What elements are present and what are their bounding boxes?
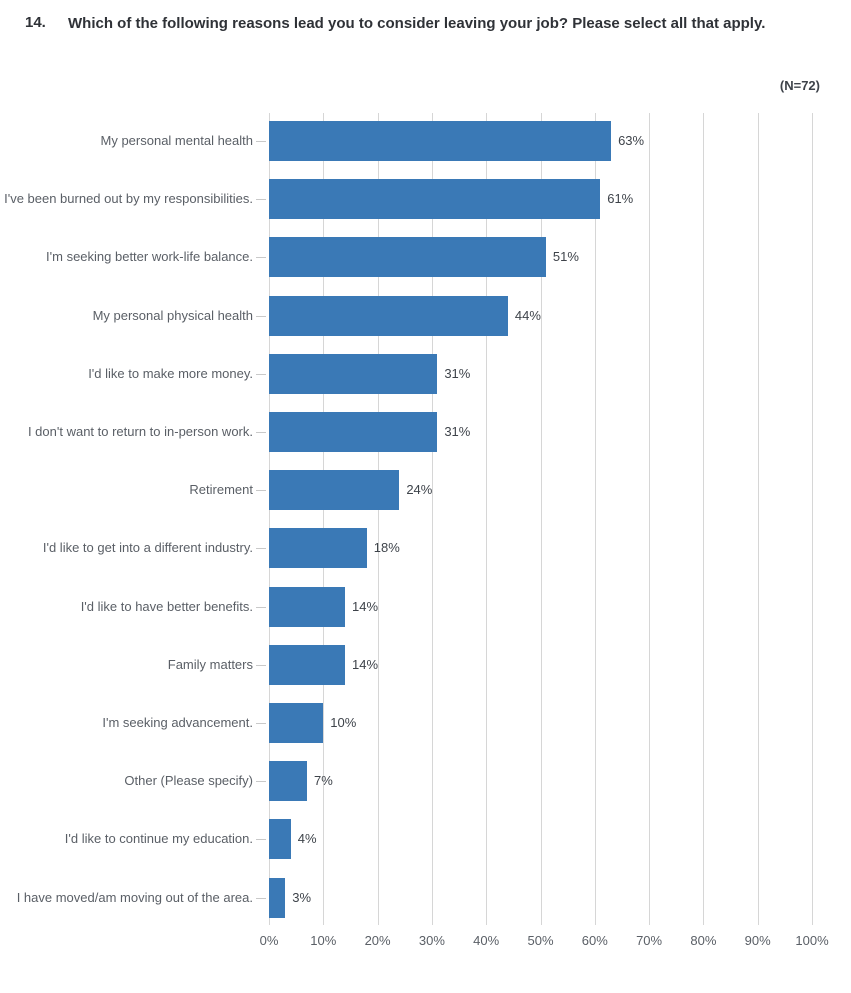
bar bbox=[269, 819, 291, 860]
y-axis-tick bbox=[256, 781, 266, 783]
x-axis-tick-label: 0% bbox=[259, 933, 279, 948]
y-axis-tick bbox=[256, 897, 266, 899]
category-label: I don't want to return to in-person work… bbox=[27, 424, 253, 439]
x-axis-tick-label: 10% bbox=[310, 933, 337, 948]
bar bbox=[269, 121, 612, 161]
y-axis-tick bbox=[256, 141, 266, 142]
x-axis-tick-label: 50% bbox=[527, 933, 554, 948]
category-label: I'd like to have better benefits. bbox=[80, 598, 253, 614]
x-axis-tick-label: 30% bbox=[418, 933, 445, 948]
y-axis-tick bbox=[256, 723, 266, 724]
gridline bbox=[431, 113, 433, 925]
bar bbox=[269, 237, 546, 278]
question-number: 14. bbox=[25, 14, 46, 31]
y-axis-tick bbox=[256, 606, 266, 608]
y-axis-tick bbox=[256, 839, 266, 841]
gridline bbox=[757, 113, 759, 925]
bar-value-label: 14% bbox=[352, 598, 379, 614]
y-axis-tick bbox=[256, 490, 266, 492]
x-axis-tick-label: 40% bbox=[473, 933, 500, 948]
bar bbox=[269, 586, 346, 627]
category-label: Other (Please specify) bbox=[124, 773, 253, 789]
bar-value-label: 4% bbox=[297, 831, 317, 847]
gridline bbox=[269, 113, 270, 925]
category-label: I've been burned out by my responsibilit… bbox=[4, 191, 253, 207]
x-axis-tick-label: 20% bbox=[364, 933, 391, 948]
bar bbox=[269, 179, 601, 220]
bar-value-label: 14% bbox=[352, 656, 379, 672]
category-label: Retirement bbox=[189, 482, 253, 498]
bar bbox=[269, 353, 438, 394]
bar-value-label: 7% bbox=[314, 773, 333, 789]
bar bbox=[269, 412, 438, 452]
gridline bbox=[323, 113, 325, 925]
category-label: My personal physical health bbox=[92, 307, 253, 323]
question-text: Which of the following reasons lead you … bbox=[68, 15, 766, 32]
y-axis-tick bbox=[256, 432, 266, 433]
category-label: Family matters bbox=[167, 656, 253, 672]
gridline bbox=[486, 113, 488, 925]
bar-value-label: 3% bbox=[292, 889, 312, 905]
y-axis-tick bbox=[256, 664, 266, 666]
category-label: I'd like to get into a different industr… bbox=[42, 540, 253, 556]
category-label: I'm seeking better work-life balance. bbox=[46, 249, 253, 265]
gridline bbox=[649, 113, 651, 925]
category-label: I have moved/am moving out of the area. bbox=[16, 889, 253, 905]
x-axis-tick-label: 70% bbox=[636, 933, 663, 948]
bar bbox=[269, 295, 508, 336]
category-label: I'd like to make more money. bbox=[88, 365, 253, 381]
y-axis-tick bbox=[256, 199, 266, 201]
bar bbox=[269, 703, 324, 743]
category-label: My personal mental health bbox=[100, 133, 253, 148]
gridline bbox=[594, 113, 596, 925]
y-axis-tick bbox=[256, 373, 266, 375]
bar-value-label: 51% bbox=[552, 249, 579, 265]
bar bbox=[269, 761, 307, 802]
x-axis-tick-label: 60% bbox=[581, 933, 608, 948]
y-axis-tick bbox=[256, 548, 266, 550]
gridline bbox=[377, 113, 379, 925]
x-axis-tick-label: 80% bbox=[690, 933, 717, 948]
gridline bbox=[812, 113, 813, 925]
bar-value-label: 31% bbox=[444, 365, 471, 381]
bar-value-label: 31% bbox=[444, 424, 471, 439]
bar-value-label: 24% bbox=[406, 482, 433, 498]
category-label: I'd like to continue my education. bbox=[64, 831, 253, 847]
x-axis-tick-label: 90% bbox=[744, 933, 771, 948]
bar bbox=[269, 877, 286, 918]
y-axis-tick bbox=[256, 315, 266, 317]
bar-value-label: 10% bbox=[330, 715, 357, 730]
gridline bbox=[703, 113, 705, 925]
bar bbox=[269, 470, 400, 511]
bar-value-label: 44% bbox=[514, 307, 541, 323]
bar bbox=[269, 528, 367, 569]
bar bbox=[269, 644, 346, 685]
bar-value-label: 61% bbox=[607, 191, 634, 207]
bar-value-label: 63% bbox=[618, 133, 645, 148]
category-label: I'm seeking advancement. bbox=[102, 715, 253, 730]
bar-value-label: 18% bbox=[373, 540, 400, 556]
gridline bbox=[540, 113, 542, 925]
y-axis-tick bbox=[256, 257, 266, 259]
x-axis-tick-label: 100% bbox=[795, 933, 829, 948]
sample-size-label: (N=72) bbox=[779, 78, 820, 93]
